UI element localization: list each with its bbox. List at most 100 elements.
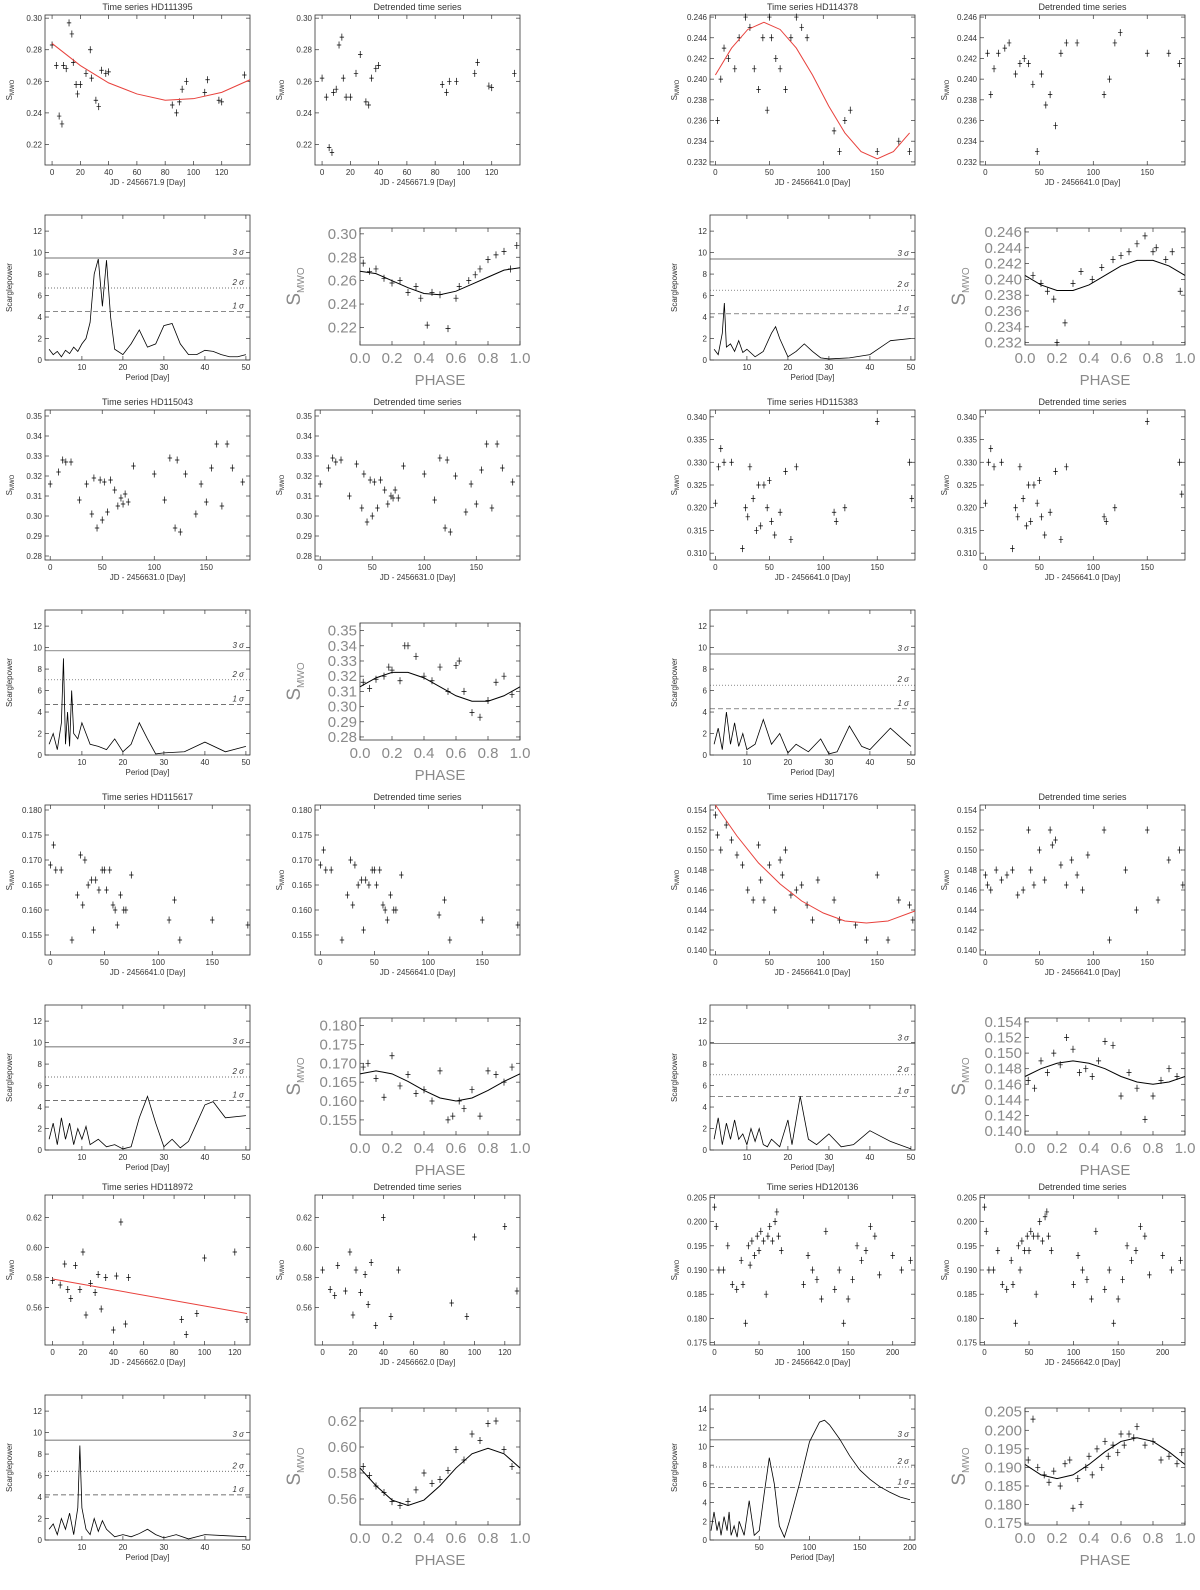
y-tick-label: 0.28 — [296, 46, 312, 55]
data-point — [178, 528, 183, 536]
x-tick-label: 0.4 — [1079, 1530, 1100, 1547]
data-point — [1177, 846, 1182, 854]
y-tick-label: 0.325 — [687, 481, 708, 490]
y-tick-label: 0.28 — [26, 46, 42, 55]
data-point — [486, 82, 492, 90]
significance-label: 2 σ — [897, 280, 911, 289]
data-point — [104, 886, 109, 894]
data-point — [501, 1446, 507, 1454]
y-tick-label: 12 — [33, 1017, 42, 1026]
x-tick-label: 1.0 — [510, 350, 531, 367]
data-point — [1104, 517, 1109, 525]
data-point — [991, 65, 997, 73]
data-point — [1028, 1227, 1033, 1235]
y-tick-label: 0.148 — [984, 1061, 1022, 1078]
data-point — [477, 265, 483, 273]
y-axis-label-sub: MWO — [280, 869, 286, 885]
data-point — [1075, 1475, 1081, 1483]
significance-label: 3 σ — [898, 644, 911, 653]
y-tick-label: 0.310 — [687, 549, 708, 558]
y-axis-label-sub: MWO — [675, 79, 681, 95]
data-point — [442, 524, 448, 532]
y-axis-label: SMWO — [284, 1057, 307, 1095]
data-point — [413, 1486, 419, 1494]
y-tick-label: 0.190 — [984, 1459, 1022, 1476]
y-axis-label-main: S — [670, 95, 679, 100]
data-point — [1030, 1415, 1036, 1423]
data-point — [437, 454, 443, 462]
data-point — [118, 1218, 124, 1226]
data-point — [123, 906, 129, 914]
data-point — [758, 876, 763, 884]
plot-frame — [709, 804, 916, 956]
data-point — [1118, 29, 1123, 37]
y-tick-label: 0.150 — [687, 846, 708, 855]
y-tick-label: 0.185 — [957, 1290, 978, 1299]
y-tick-label: 0.34 — [296, 432, 312, 441]
data-point — [62, 1260, 67, 1268]
significance-label: 3 σ — [898, 1430, 911, 1439]
data-point — [995, 1247, 1001, 1255]
x-tick-label: 0 — [50, 1348, 55, 1357]
fit-line — [359, 267, 521, 296]
data-point — [392, 486, 398, 494]
y-axis-label: Scarglepower — [5, 1443, 14, 1492]
data-point — [418, 294, 424, 302]
x-axis-label: Period [Day] — [790, 1163, 834, 1172]
x-tick-label: 100 — [418, 563, 432, 572]
x-tick-label: 0.0 — [350, 1530, 371, 1547]
data-point — [83, 1311, 89, 1319]
data-point — [774, 1208, 780, 1216]
significance-label: 3 σ — [233, 1037, 246, 1046]
x-tick-label: 50 — [906, 1153, 915, 1162]
y-tick-label: 0.35 — [26, 412, 42, 421]
data-point — [1177, 60, 1182, 68]
x-tick-label: 100 — [457, 168, 471, 177]
data-point — [48, 861, 53, 869]
significance-label: 2 σ — [897, 675, 911, 684]
y-tick-label: 0.195 — [687, 1242, 708, 1251]
data-point — [779, 1247, 784, 1255]
significance-label: 1 σ — [898, 1086, 911, 1095]
data-point — [91, 926, 96, 934]
plot-frame — [44, 1394, 251, 1541]
y-tick-label: 0.24 — [296, 109, 312, 118]
data-point — [464, 1313, 470, 1320]
data-point — [1075, 1251, 1081, 1259]
data-point — [376, 62, 381, 70]
x-tick-label: 10 — [742, 758, 751, 767]
x-tick-label: 1.0 — [510, 1140, 531, 1157]
data-point — [746, 1242, 751, 1250]
x-tick-label: 50 — [755, 1543, 764, 1552]
panel: 0 2 4 6 8 10 12 10 20 30 40 50 Period [Day] Scarglepo… — [5, 214, 251, 382]
y-tick-label: 0.180 — [319, 1018, 357, 1035]
data-point — [405, 642, 411, 650]
x-tick-label: 0 — [713, 168, 718, 177]
significance-label: 3 σ — [898, 249, 911, 258]
y-axis-label: SMWO — [275, 1259, 286, 1280]
data-point — [1017, 1266, 1023, 1274]
data-point — [794, 463, 799, 471]
data-point — [359, 504, 365, 512]
data-point — [842, 504, 848, 512]
x-tick-label: 0 — [983, 168, 988, 177]
periodogram-line — [48, 258, 247, 358]
data-point — [162, 496, 167, 504]
data-point — [899, 1266, 904, 1274]
x-tick-label: 20 — [118, 363, 127, 372]
y-tick-label: 6 — [703, 1082, 708, 1091]
panel: 0.22 0.24 0.26 0.28 0.30 0.0 0.2 0.4 0.6 0.8 1.0 PH… — [284, 226, 530, 389]
y-tick-label: 0.244 — [687, 34, 708, 43]
data-point — [1123, 866, 1128, 874]
y-tick-label: 0.180 — [984, 1497, 1022, 1514]
panel: 0.310 0.315 0.320 0.325 0.330 0.335 0.340 0 50 10… — [940, 397, 1186, 582]
y-tick-label: 0.152 — [957, 826, 978, 835]
data-point — [1064, 39, 1069, 47]
data-point — [348, 856, 353, 864]
data-point — [56, 468, 61, 476]
data-point — [493, 1071, 499, 1079]
x-axis-label: JD - 2456641.0 [Day] — [1045, 968, 1121, 977]
data-point — [1040, 1237, 1045, 1245]
y-axis-label-main: S — [5, 95, 14, 100]
plot-frame — [1024, 227, 1186, 346]
